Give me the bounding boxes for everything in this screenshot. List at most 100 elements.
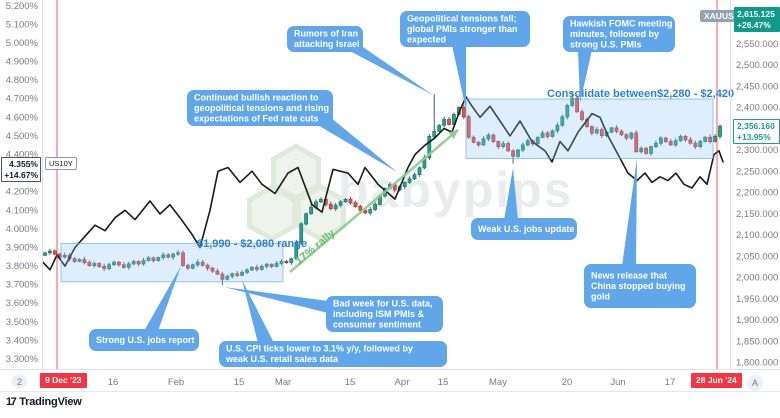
callout-bad-week[interactable]: Bad week for U.S. data,including ISM PMI…: [224, 287, 443, 332]
callout-text-line: global PMIs stronger than: [407, 24, 518, 34]
time-axis-tick-label: Apr: [395, 377, 410, 388]
trend-arrow-line: [289, 129, 459, 273]
drawings-count-button[interactable]: 2: [12, 374, 27, 389]
callout-text-line: weak U.S. retail sales data: [225, 354, 339, 364]
candle-up: [432, 130, 437, 137]
candle-up: [560, 116, 565, 126]
candle-up: [338, 201, 343, 206]
auto-scale-button[interactable]: A: [747, 375, 763, 391]
range-2280-2420[interactable]: Consolidate between$2,280 - $2,420: [465, 88, 734, 159]
tradingview-logo[interactable]: 17 TradingView: [6, 396, 82, 408]
candle-up: [698, 141, 703, 147]
range-end-date-badge: 28 Jun '24: [691, 373, 742, 388]
range-box-label: Consolidate between$2,280 - $2,420: [547, 88, 734, 100]
range-1990-2080[interactable]: $1,990 - $2,080 range: [60, 238, 307, 283]
candle-up: [535, 136, 540, 145]
left-axis-tick-label: 4.000%: [6, 224, 39, 235]
callout-geopolitical-fall[interactable]: Geopolitical tensions fall;global PMIs s…: [400, 11, 530, 110]
candle-up: [451, 113, 456, 125]
candle-up: [299, 223, 304, 243]
candle-down: [121, 264, 126, 268]
callout-text-line: expectations of Fed rate cuts: [194, 113, 319, 123]
candle-up: [521, 144, 525, 151]
left-axis-tick-label: 4.600%: [6, 112, 39, 123]
candle-down: [220, 273, 225, 280]
candle-up: [289, 258, 294, 263]
right-axis-tick-label: 1,800.000: [736, 358, 778, 369]
candle-down: [254, 266, 259, 270]
callout-continued-bullish[interactable]: Continued bullish reaction togeopolitica…: [187, 90, 397, 172]
candle-up: [555, 124, 560, 132]
candlestick-series[interactable]: [43, 92, 722, 285]
callout-text-line: Bad week for U.S. data,: [333, 298, 433, 308]
callout-tail: [452, 45, 466, 110]
us10y-symbol-chip[interactable]: US10Y: [45, 157, 77, 170]
left-price-axis[interactable]: 5.200% 5.100% 5.000% 4.900% 4.800% 4.700% 4.60…: [6, 1, 39, 365]
hexagon-logo-shape: [247, 184, 297, 242]
candle-up: [43, 252, 47, 256]
callout-tail: [578, 50, 592, 103]
candle-down: [471, 136, 476, 143]
candle-down: [181, 252, 185, 267]
range-box-rect[interactable]: [465, 98, 714, 159]
candle-down: [102, 265, 106, 269]
left-axis-tick-label: 3.600%: [6, 298, 39, 309]
callout-weak-jobs[interactable]: Weak U.S. jobs update: [471, 168, 577, 240]
candle-down: [599, 129, 604, 137]
callout-text-line: News release that: [591, 270, 667, 280]
callout-tail: [504, 168, 518, 220]
us10y-line-series[interactable]: [42, 96, 724, 271]
time-axis[interactable]: 16 Feb 15 Mar 15 Apr 15 May 20 Jun 17: [108, 377, 676, 388]
candle-down: [348, 198, 353, 204]
callout-tail: [224, 287, 328, 313]
candle-up: [131, 260, 136, 265]
candle-up: [48, 250, 52, 254]
right-axis-tick-label: 2,400.000: [736, 103, 778, 114]
candle-up: [171, 253, 176, 258]
callout-bubble: [89, 329, 199, 351]
callout-text-line: minutes, followed by: [570, 29, 659, 39]
callout-bubble: [400, 11, 530, 47]
callout-text-line: U.S. CPI ticks lower to 3.1% y/y, follow…: [226, 344, 413, 354]
candle-down: [328, 203, 333, 210]
candle-down: [461, 107, 466, 118]
candle-down: [693, 142, 698, 147]
candle-down: [136, 260, 141, 265]
time-axis-tick-label: 15: [234, 377, 245, 388]
us10y-value: 4.355%: [9, 159, 38, 169]
candle-up: [161, 254, 166, 258]
candle-down: [545, 132, 550, 137]
callout-text-line: China stopped buying: [591, 281, 686, 291]
candle-up: [195, 261, 200, 266]
candle-up: [156, 257, 161, 261]
callout-tail: [242, 280, 274, 343]
tradingview-logo-mark: 17: [6, 396, 17, 408]
symbol-change-pct: +26.47%: [737, 19, 771, 30]
candle-down: [353, 202, 358, 207]
last-price-value: 2,356.160: [737, 121, 775, 131]
callout-text-line: including ISM PMIs &: [333, 309, 425, 319]
candle-up: [343, 198, 348, 203]
candle-down: [82, 259, 87, 264]
right-axis-tick-label: 2,550.000: [736, 39, 778, 50]
tradingview-logo-text: TradingView: [19, 396, 82, 408]
candle-up: [659, 137, 663, 144]
candle-down: [269, 263, 274, 267]
callout-cpi-lower[interactable]: U.S. CPI ticks lower to 3.1% y/y, follow…: [219, 280, 447, 367]
candle-up: [368, 209, 373, 214]
axes-chrome: [0, 0, 780, 392]
range-box-rect[interactable]: [60, 243, 284, 283]
right-axis-tick-label: 2,150.000: [736, 209, 778, 220]
candle-up: [112, 261, 116, 266]
right-price-axis[interactable]: 2,550.000 2,500.000 2,450.000 2,400.000 2,30…: [736, 39, 778, 369]
left-axis-tick-label: 3.700%: [6, 280, 39, 291]
callout-bubble: [563, 16, 675, 52]
last-price-axis-badge: 2,356.160 +13.95%: [733, 119, 780, 144]
callout-text-line: strong U.S. PMIs: [570, 39, 642, 49]
left-axis-tick-label: 5.100%: [6, 19, 39, 30]
callout-strong-jobs[interactable]: Strong U.S. jobs report: [89, 266, 199, 351]
